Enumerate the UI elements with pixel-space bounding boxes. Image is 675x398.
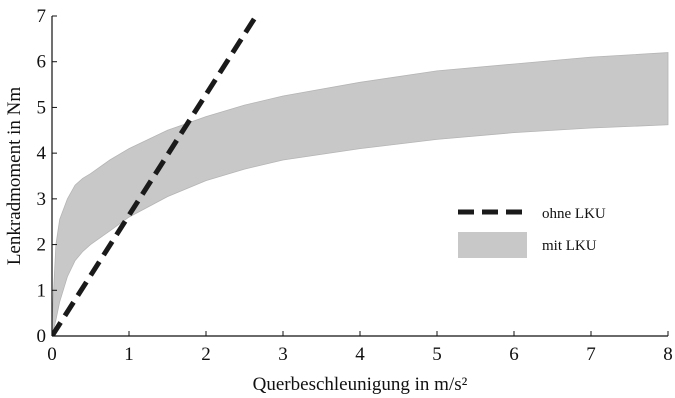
y-tick-label: 1 <box>37 280 47 301</box>
y-tick-label: 6 <box>37 52 47 73</box>
legend-label-mit-lku: mit LKU <box>542 238 597 254</box>
plot-area <box>51 16 669 337</box>
x-tick-label: 5 <box>432 344 442 365</box>
series-band-mit-lku <box>51 52 669 337</box>
y-tick-label: 0 <box>37 326 47 347</box>
y-axis-title: Lenkradmoment in Nm <box>4 87 25 266</box>
y-tick-label: 7 <box>37 6 47 27</box>
legend: ohne LKU mit LKU <box>458 206 606 258</box>
x-tick-label: 6 <box>509 344 519 365</box>
legend-swatch-mit-lku <box>458 232 527 258</box>
y-axis-ticks: 0 1 2 3 4 5 6 7 <box>37 6 57 347</box>
x-tick-label: 7 <box>586 344 596 365</box>
x-tick-label: 0 <box>47 344 57 365</box>
series-line-ohne-lku <box>52 16 259 336</box>
x-tick-label: 4 <box>355 344 365 365</box>
y-tick-label: 3 <box>37 189 47 210</box>
legend-label-ohne-lku: ohne LKU <box>542 206 606 222</box>
x-tick-label: 1 <box>124 344 134 365</box>
y-tick-label: 2 <box>37 235 47 256</box>
x-tick-label: 2 <box>201 344 211 365</box>
x-tick-label: 3 <box>278 344 288 365</box>
x-axis-ticks: 0 1 2 3 4 5 6 7 8 <box>47 331 673 365</box>
y-tick-label: 4 <box>37 143 47 164</box>
x-tick-label: 8 <box>663 344 673 365</box>
x-axis-title: Querbeschleunigung in m/s² <box>253 374 468 395</box>
y-tick-label: 5 <box>37 97 47 118</box>
